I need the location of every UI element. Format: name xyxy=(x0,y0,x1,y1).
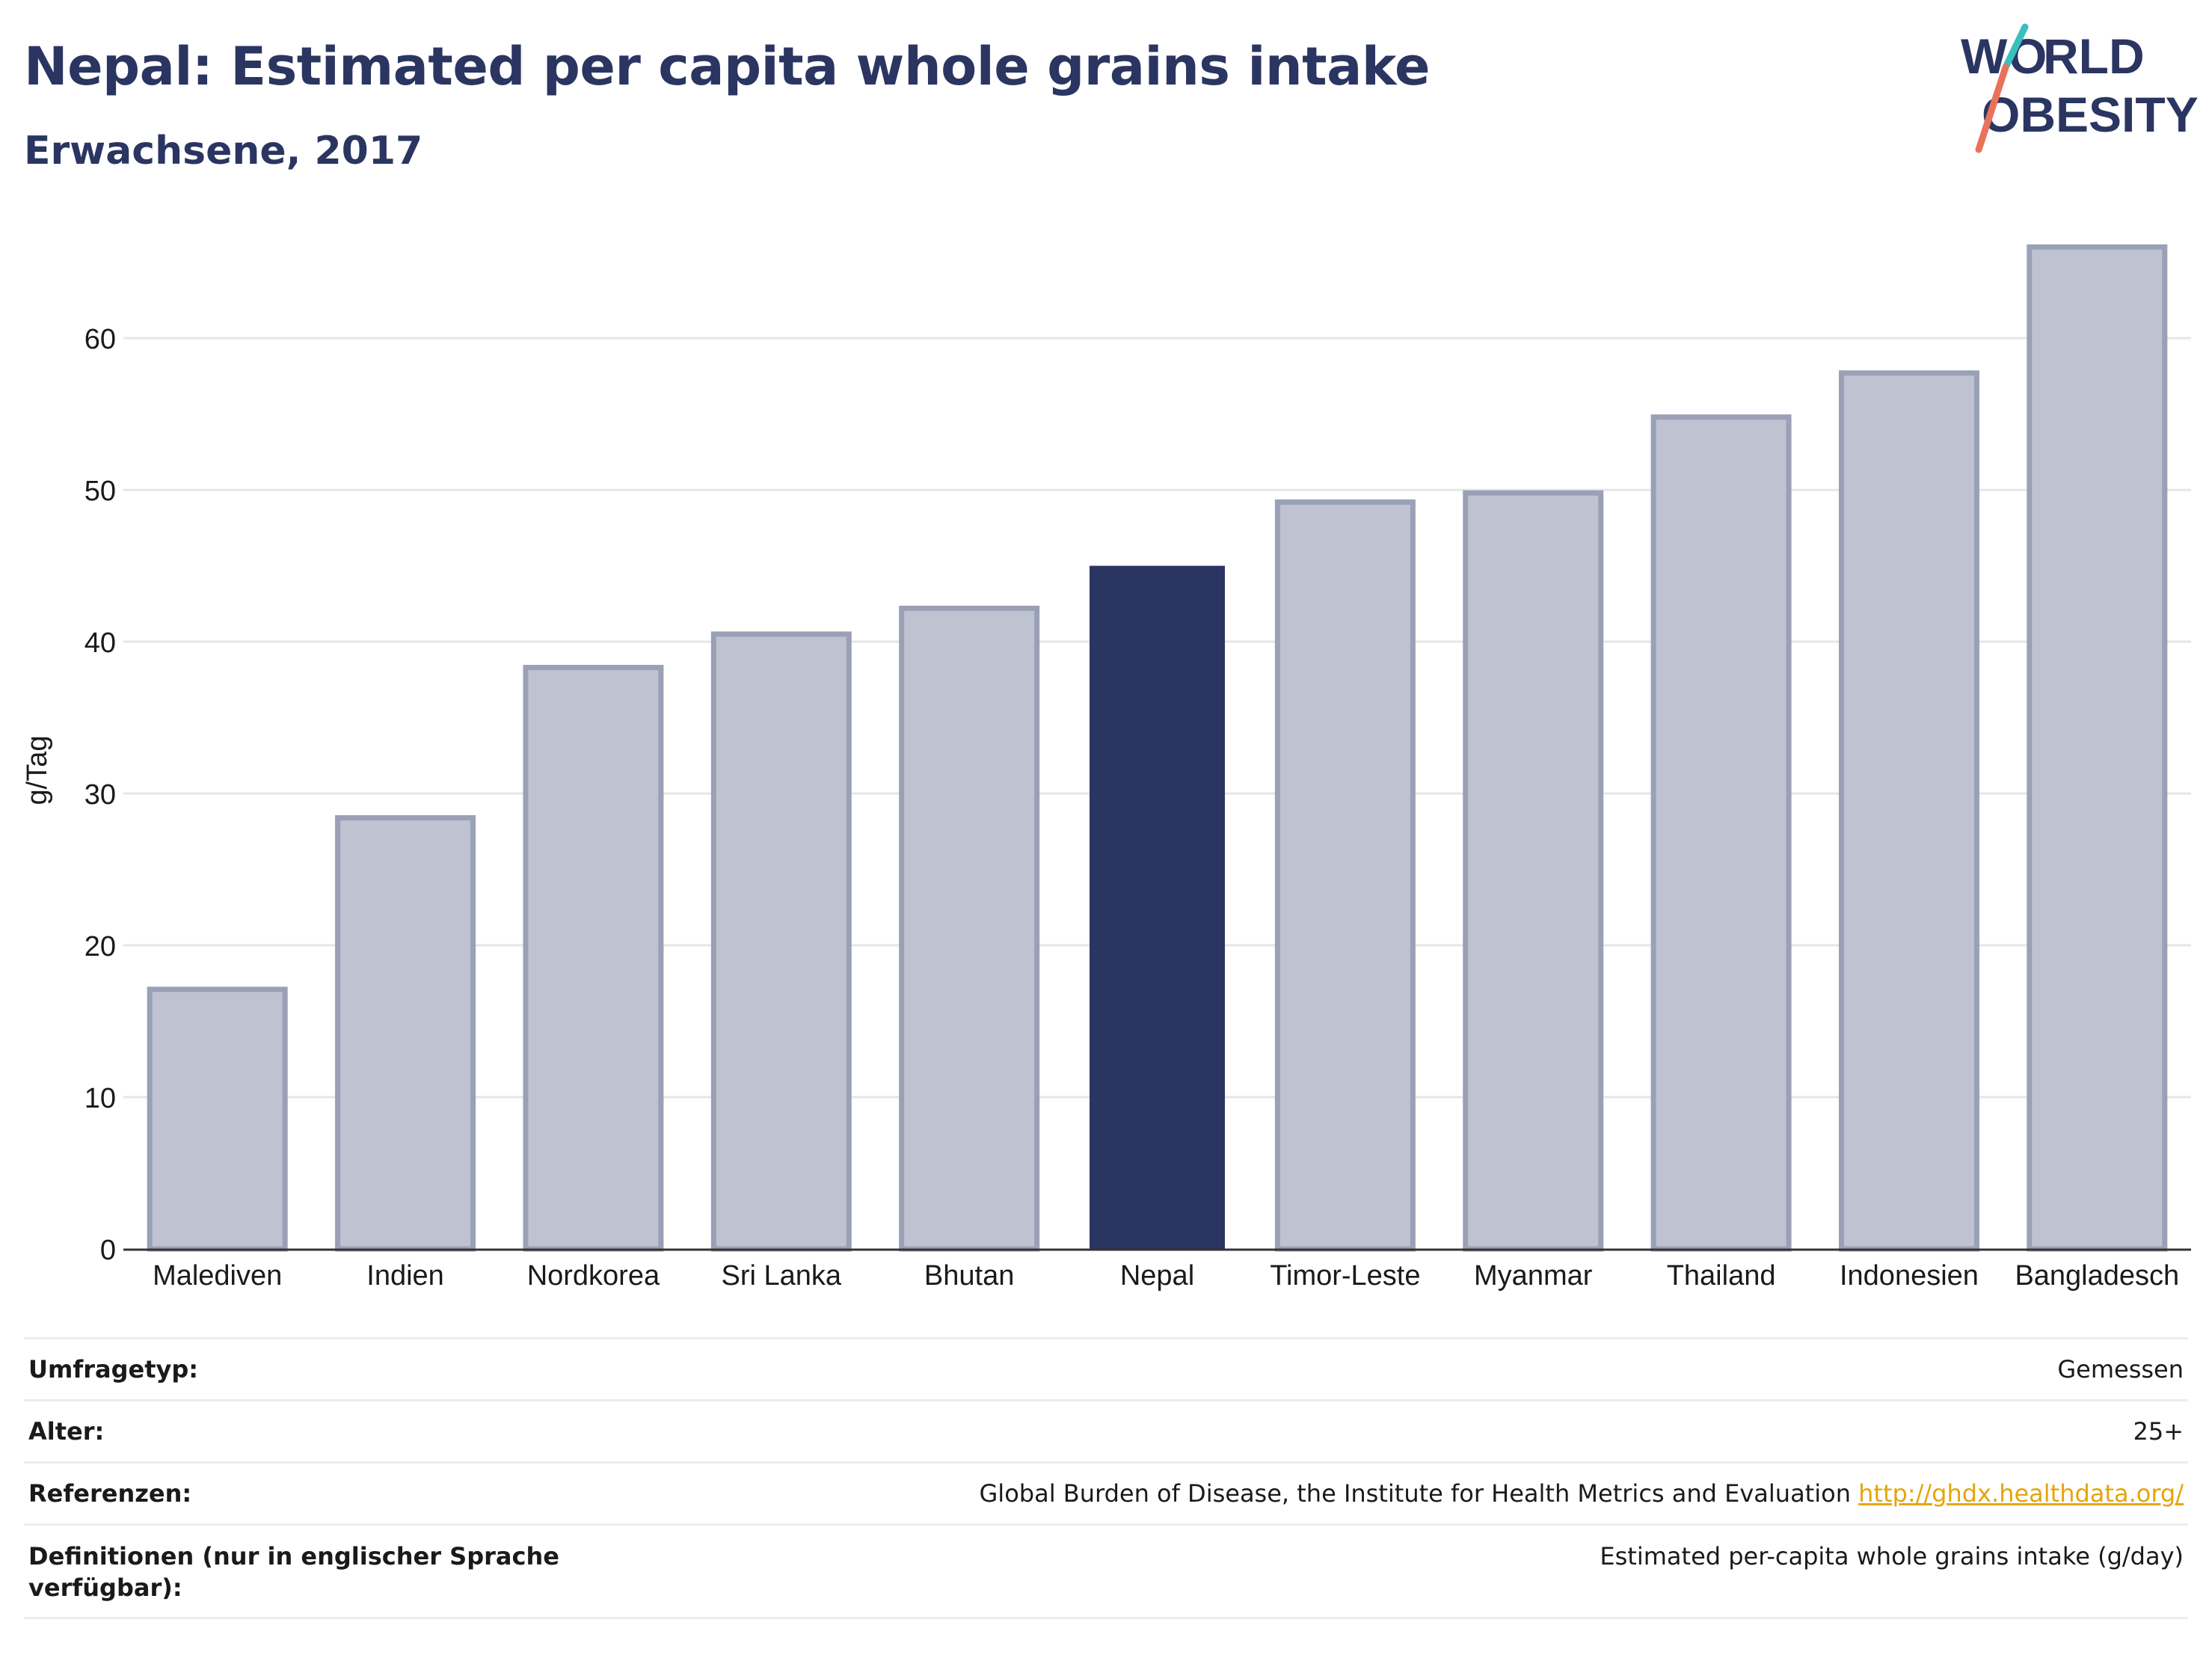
bar-malediven xyxy=(147,986,288,1252)
x-tick-label: Bangladesch xyxy=(2015,1260,2179,1292)
y-tick-label: 0 xyxy=(100,1235,116,1266)
x-tick-label: Bhutan xyxy=(924,1260,1014,1292)
svg-text:RLD: RLD xyxy=(2043,28,2145,84)
meta-key: Umfragetyp: xyxy=(24,1337,601,1401)
meta-value: Estimated per-capita whole grains intake… xyxy=(601,1523,2188,1619)
meta-value: Global Burden of Disease, the Institute … xyxy=(601,1461,2188,1525)
bar-indien xyxy=(335,815,476,1252)
chart-subtitle: Erwachsene, 2017 xyxy=(24,129,423,174)
logo-line-2: OBESITY xyxy=(1982,87,2199,142)
x-tick-label: Thailand xyxy=(1667,1260,1776,1292)
x-tick-label: Malediven xyxy=(153,1260,282,1292)
y-tick-label: 60 xyxy=(85,324,116,355)
bar-bhutan xyxy=(899,605,1040,1252)
x-tick-label: Timor-Leste xyxy=(1270,1260,1420,1292)
metadata-table: Umfragetyp: Gemessen Alter: 25+ Referenz… xyxy=(24,1337,2188,1619)
meta-row-definitions: Definitionen (nur in englischer Sprache … xyxy=(24,1523,2188,1619)
y-tick-label: 30 xyxy=(85,779,116,811)
y-tick-label: 50 xyxy=(85,476,116,507)
y-axis-ticks: 0 10 20 30 40 50 60 xyxy=(85,324,116,1266)
meta-row-survey-type: Umfragetyp: Gemessen xyxy=(24,1337,2188,1401)
x-tick-label: Indonesien xyxy=(1840,1260,1979,1292)
y-tick-label: 40 xyxy=(85,627,116,659)
y-tick-label: 20 xyxy=(85,931,116,962)
bar-chart: 0 10 20 30 40 50 60 Malediven Indien Nordkorea Sr… xyxy=(22,244,2191,1292)
bar-sri-lanka xyxy=(710,631,852,1252)
bar-bangladesch xyxy=(2027,244,2168,1252)
chart-title: Nepal: Estimated per capita whole grains… xyxy=(24,36,1431,97)
logo-slash-bottom xyxy=(1975,64,2009,153)
x-tick-label: Nepal xyxy=(1120,1260,1194,1292)
bar-indonesien xyxy=(1838,370,1979,1252)
svg-text:O: O xyxy=(2009,28,2047,84)
reference-link[interactable]: http://ghdx.healthdata.org/ xyxy=(1858,1479,2184,1508)
y-axis-label: g/Tag xyxy=(22,736,53,805)
bar-myanmar xyxy=(1463,490,1604,1252)
bar-nordkorea xyxy=(523,665,664,1252)
bars xyxy=(147,244,2168,1252)
logo-slash-top xyxy=(2002,23,2029,71)
x-tick-label: Sri Lanka xyxy=(721,1260,841,1292)
reference-text: Global Burden of Disease, the Institute … xyxy=(979,1479,1851,1508)
meta-key: Referenzen: xyxy=(24,1461,601,1525)
meta-key: Alter: xyxy=(24,1399,601,1463)
y-tick-label: 10 xyxy=(85,1083,116,1114)
x-axis-ticks: Malediven Indien Nordkorea Sri Lanka Bhutan N… xyxy=(153,1260,2179,1292)
bar-timor-leste xyxy=(1274,499,1416,1252)
world-obesity-logo: W O RLD OBESITY xyxy=(1961,23,2199,153)
meta-row-age: Alter: 25+ xyxy=(24,1399,2188,1463)
x-tick-label: Nordkorea xyxy=(527,1260,660,1292)
meta-row-references: Referenzen: Global Burden of Disease, th… xyxy=(24,1461,2188,1525)
meta-value: 25+ xyxy=(601,1399,2188,1463)
meta-value: Gemessen xyxy=(601,1337,2188,1401)
x-tick-label: Indien xyxy=(366,1260,444,1292)
x-tick-label: Myanmar xyxy=(1474,1260,1593,1292)
meta-key: Definitionen (nur in englischer Sprache … xyxy=(24,1523,601,1619)
bar-thailand xyxy=(1650,414,1792,1252)
bar-nepal xyxy=(1090,565,1225,1249)
